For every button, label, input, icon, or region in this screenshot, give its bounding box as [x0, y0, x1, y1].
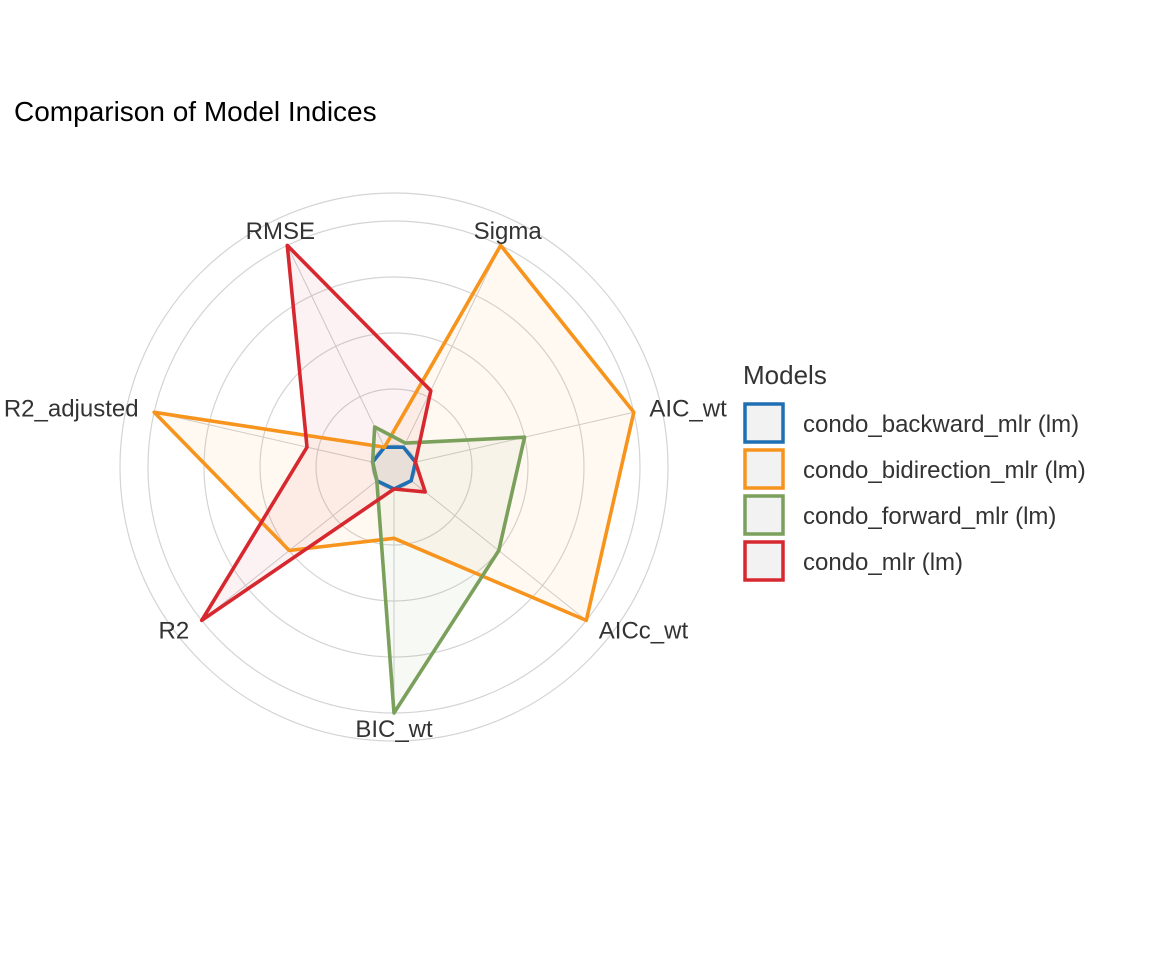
axis-spoke-sigma [403, 245, 502, 448]
series-fills [154, 245, 634, 713]
series-3-fill [372, 427, 525, 713]
grid-ring-6 [119, 192, 669, 742]
series-2-line [152, 243, 636, 623]
legend-label-series-1: condo_backward_mlr (lm) [803, 411, 1079, 438]
axis-spoke-rmse [286, 245, 385, 448]
series-4-line [199, 243, 433, 623]
axis-spoke-r2-adjusted [154, 411, 373, 463]
axis-labels: Sigma AIC_wt AICc_wt BIC_wt R2 R2_adjusted RMS… [4, 218, 727, 743]
legend-label-series-4: condo_mlr (lm) [803, 549, 963, 576]
legend: Models condo_backward_mlr (lm) condo_bidi… [743, 360, 1086, 582]
legend-key-series-3 [743, 494, 785, 536]
legend-items: condo_backward_mlr (lm) condo_bidirection… [743, 402, 1086, 582]
chart-title: Comparison of Model Indices [14, 96, 377, 127]
axis-label-aic-wt: AIC_wt [649, 396, 727, 423]
axis-label-r2-adjusted: R2_adjusted [4, 396, 139, 423]
axis-label-sigma: Sigma [474, 218, 543, 245]
series-lines [152, 243, 636, 715]
legend-title: Models [743, 360, 827, 390]
axis-label-rmse: RMSE [246, 218, 315, 245]
legend-key-series-2 [743, 448, 785, 490]
legend-key-series-1 [743, 402, 785, 444]
axis-label-aicc-wt: AICc_wt [599, 617, 689, 644]
series-1-fill [372, 447, 416, 489]
axis-label-r2: R2 [159, 617, 190, 644]
legend-label-series-2: condo_bidirection_mlr (lm) [803, 457, 1086, 484]
axis-label-bic-wt: BIC_wt [355, 716, 433, 743]
legend-key-series-4 [743, 540, 785, 582]
series-3-line [370, 425, 527, 715]
legend-label-series-3: condo_forward_mlr (lm) [803, 503, 1056, 530]
